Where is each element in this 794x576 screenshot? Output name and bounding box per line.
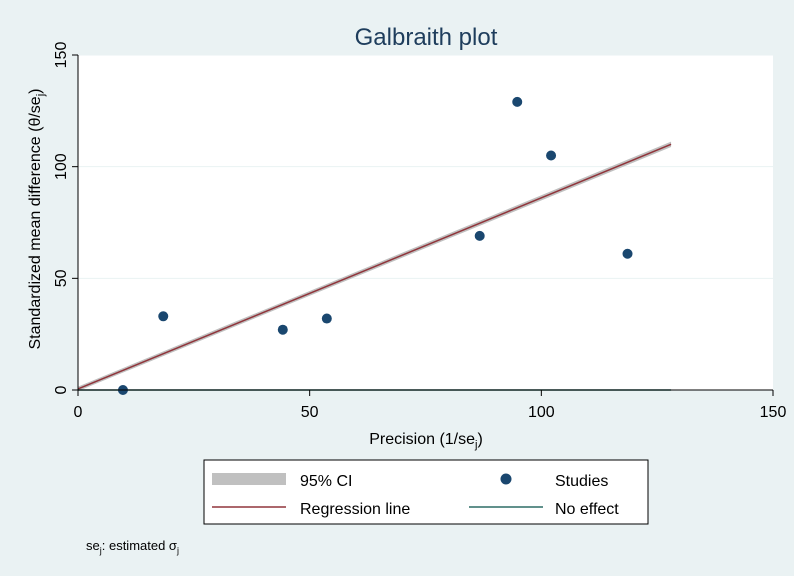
legend-label-no-effect: No effect [555,501,619,518]
footnote-prefix: se [86,538,100,553]
study-point [277,324,288,335]
y-axis-label: Standardized mean difference (θ/sej) [27,89,47,350]
legend-box [203,459,649,525]
study-point [512,96,523,107]
chart-title: Galbraith plot [355,24,498,51]
x-tick-label: 0 [74,404,83,421]
study-point [474,230,485,241]
points-layer [117,96,633,395]
legend-swatch-ci [212,473,286,485]
y-tick-label: 150 [53,42,70,69]
grid-lines [78,54,773,279]
y-tick-label: 100 [53,153,70,180]
axes: 0 50 100 150 0 50 100 150 [53,42,786,421]
study-point [546,150,557,161]
x-axis-label: Precision (1/sej) [369,431,483,451]
legend-marker-studies [500,473,512,485]
footnote-text-sub: j [176,545,179,556]
regression-line [77,143,672,390]
study-point [321,313,332,324]
legend-label-studies: Studies [555,473,608,490]
study-point [158,311,169,322]
y-tick-label: 50 [53,269,70,287]
y-tick-label: 0 [53,385,70,394]
x-tick-label: 150 [760,404,787,421]
footnote-prefix-sub: j [99,545,102,556]
legend-label-ci: 95% CI [300,473,352,490]
x-tick-label: 50 [301,404,319,421]
legend: 95% CI Studies Regression line No effect [203,459,649,525]
study-point [622,248,633,259]
x-tick-label: 100 [528,404,555,421]
legend-label-regression: Regression line [300,501,410,518]
footnote: sej: estimated σj [86,538,179,556]
plot-area [78,55,773,390]
footnote-text: : estimated σ [101,538,177,553]
